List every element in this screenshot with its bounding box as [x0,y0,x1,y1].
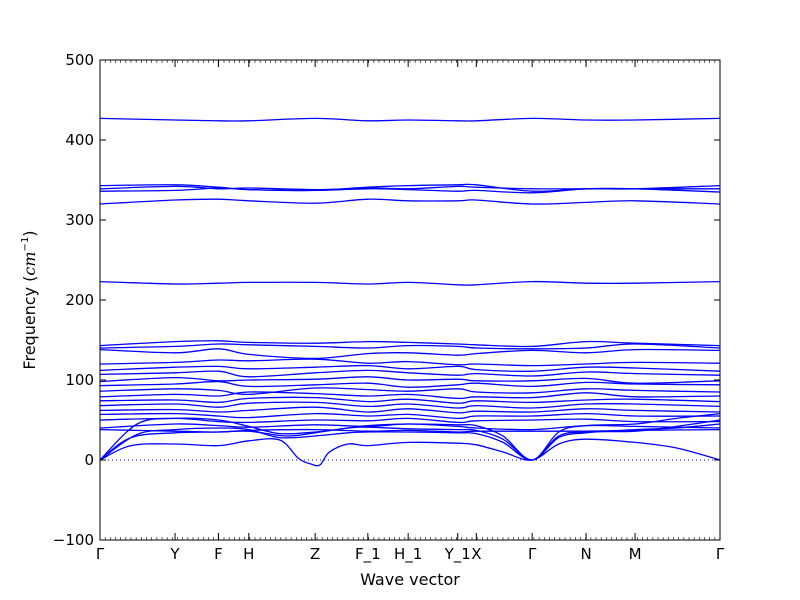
band-line-19 [100,406,720,414]
band-line-1 [100,117,720,122]
band-line-20 [100,412,720,420]
plot-frame [99,59,721,541]
y-tick-label: 100 [65,371,94,389]
band-line-6 [100,280,720,286]
band-line-11 [100,364,720,372]
x-tick-label: H_1 [394,545,422,564]
y-tick-label: 0 [84,451,94,469]
band-line-27 [100,423,720,461]
band-line-5 [100,198,720,205]
y-tick-label: 500 [65,51,94,69]
x-tick-label: Γ [96,545,105,563]
x-tick-label: N [580,545,591,563]
band-line-16 [100,391,720,400]
band-line-8 [100,343,720,350]
x-axis-ticks: Γ Y F H Z F_1 H_1 Y_1 X Γ N M Γ [96,60,725,564]
band-line-15 [100,387,720,396]
x-tick-label: F_1 [355,545,381,564]
x-tick-label: Y_1 [444,545,471,564]
band-line-10 [100,358,720,367]
band-line-14 [100,380,720,388]
band-line-13 [100,376,720,384]
y-axis-label: Frequency (cm−1) [20,230,39,369]
x-tick-label: F [214,545,223,563]
band-line-7 [100,340,720,348]
y-axis-ticks: −100 0 100 200 300 400 500 [53,51,720,549]
y-tick-label: 200 [65,291,94,309]
band-line-4 [100,187,720,194]
x-tick-label: H [243,545,254,563]
band-line-26 [100,438,720,467]
band-line-21 [100,417,720,424]
x-tick-label: M [629,545,642,563]
band-line-9 [100,348,720,360]
x-tick-label: Γ [528,545,537,563]
y-tick-label: 300 [65,211,94,229]
y-tick-label: 400 [65,131,94,149]
band-line-17 [100,396,720,404]
band-line-24 [100,412,720,461]
band-line-25 [100,419,720,461]
x-tick-label: Z [310,545,320,563]
x-tick-label: Y [169,545,180,563]
y-tick-label: −100 [53,531,94,549]
band-line-18 [100,401,720,409]
x-axis-label: Wave vector [360,570,460,589]
minor-ticks [99,60,721,540]
x-tick-label: Γ [716,545,725,563]
band-line-12 [100,369,720,378]
band-lines [100,117,720,467]
x-tick-label: X [471,545,481,563]
